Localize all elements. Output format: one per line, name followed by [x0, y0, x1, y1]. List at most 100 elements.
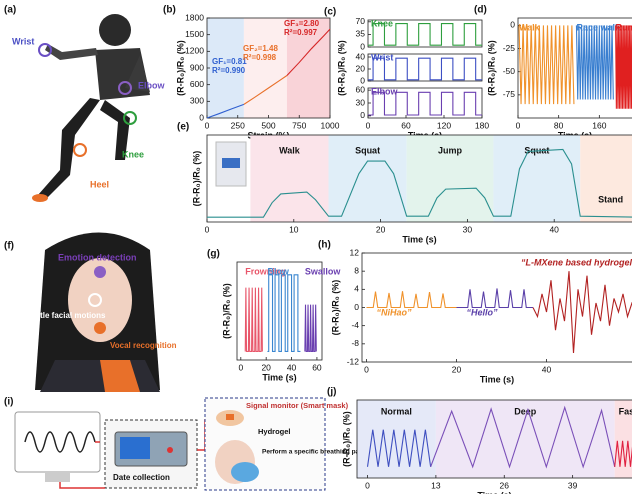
series-line [244, 287, 263, 353]
arm [45, 44, 98, 60]
joint-label: Wrist [12, 36, 34, 46]
sensor-dot [94, 266, 106, 278]
y-tick-label: 30 [356, 97, 366, 107]
series-label: Blow [267, 266, 289, 276]
y-tick-label: 1800 [185, 12, 204, 22]
joint-label: Heel [90, 179, 109, 189]
y-tick-label: 0 [510, 20, 515, 30]
x-tick-label: 0 [205, 224, 210, 234]
series-line [615, 25, 632, 109]
leg [38, 98, 100, 200]
x-tick-label: 80 [554, 120, 564, 130]
mask [231, 462, 259, 482]
annotation: GF₃=2.80 [284, 19, 320, 28]
band-label: Walk [279, 145, 301, 155]
series-line [368, 23, 482, 46]
panel-label: (a) [4, 5, 16, 16]
band [493, 135, 581, 222]
band [328, 135, 407, 222]
y-axis-label: (R-R₀)/R₀ (%) [486, 40, 496, 96]
panel-label: (b) [163, 5, 176, 16]
y-tick-label: 0 [360, 75, 365, 85]
face-label: Emotion detection [58, 252, 137, 262]
face-illustration: (f) Emotion detection Subtle facial moti… [4, 232, 177, 392]
x-tick-label: 10 [289, 224, 299, 234]
x-tick-label: 40 [549, 224, 559, 234]
y-tick-label: 1200 [185, 46, 204, 56]
y-tick-label: -8 [351, 338, 359, 348]
panel-label: (e) [177, 122, 189, 133]
annotation: R²=0.990 [212, 66, 246, 75]
series-line [304, 304, 317, 353]
panel-label: (h) [318, 240, 331, 251]
band [580, 135, 632, 222]
panel-label: (c) [324, 7, 336, 18]
device-knob [167, 447, 173, 453]
box-label: Perform a specific breathing pattern [262, 449, 374, 456]
sensor-dot [88, 293, 102, 307]
panel-label: (i) [4, 397, 13, 408]
series-line [206, 103, 245, 119]
y-tick-label: 8 [354, 265, 359, 275]
x-axis-label: Time (s) [262, 372, 296, 382]
x-tick-label: 13 [431, 480, 441, 490]
y-tick-label: 12 [350, 247, 360, 257]
band-label: Normal [381, 406, 412, 416]
series-label: Run [616, 22, 632, 32]
sensor-dot [94, 322, 106, 334]
runner-illustration: (a) Wrist Elbow Knee Heel [4, 5, 165, 202]
y-tick-label: 40 [356, 51, 366, 61]
band [250, 135, 329, 222]
series-line [368, 91, 482, 116]
joint-marker [73, 143, 87, 157]
y-tick-label: 35 [356, 29, 366, 39]
y-tick-label: -12 [347, 356, 360, 366]
annotation: R²=0.998 [243, 53, 277, 62]
series-label: Race walk [576, 22, 621, 32]
panel-label: (f) [4, 241, 14, 252]
x-tick-label: 120 [437, 120, 451, 130]
y-tick-label: 20 [356, 63, 366, 73]
series-label: Walk [519, 22, 541, 32]
plot-frame [367, 53, 483, 82]
joint-marker [38, 43, 52, 57]
y-axis-label: (R-R₀)/R₀ (%) [330, 280, 340, 336]
band [435, 400, 615, 478]
y-axis-label: (R-R₀)/R₀ (%) [341, 411, 351, 467]
band-label: Squat [355, 145, 380, 155]
series-line [366, 429, 432, 467]
system-illustration: (i) Date collection Signal monitor (Smar… [4, 397, 374, 491]
x-tick-label: 250 [231, 120, 245, 130]
cable [59, 441, 105, 489]
series-line [575, 25, 614, 100]
hydrogel-patch [226, 414, 234, 420]
plot-frame [206, 134, 632, 223]
monitor-stand [45, 472, 70, 482]
y-tick-label: -4 [351, 320, 359, 330]
series-label: Wrist [371, 52, 393, 62]
series-line [366, 291, 457, 309]
annotation: GF₂=1.48 [243, 44, 278, 53]
joint-marker [123, 111, 137, 125]
band [243, 18, 287, 118]
x-tick-label: 60 [401, 120, 411, 130]
y-tick-label: -25 [503, 43, 516, 53]
x-axis-label: Time (s) [402, 234, 436, 244]
x-tick-label: 60 [312, 362, 322, 372]
series-line [430, 405, 616, 469]
x-tick-label: 500 [261, 120, 275, 130]
x-tick-label: 40 [287, 362, 297, 372]
x-tick-label: 20 [261, 362, 271, 372]
series-line [207, 148, 632, 218]
photo-sensor [222, 158, 240, 168]
band [406, 135, 494, 222]
y-tick-label: -50 [503, 66, 516, 76]
series-line [286, 28, 331, 76]
series-label: Swallow [305, 266, 342, 276]
annotation: GF₁=0.81 [212, 57, 247, 66]
series-line [532, 271, 632, 353]
y-tick-label: 0 [199, 112, 204, 122]
x-tick-label: 0 [364, 364, 369, 374]
box-label: Date collection [113, 473, 170, 482]
